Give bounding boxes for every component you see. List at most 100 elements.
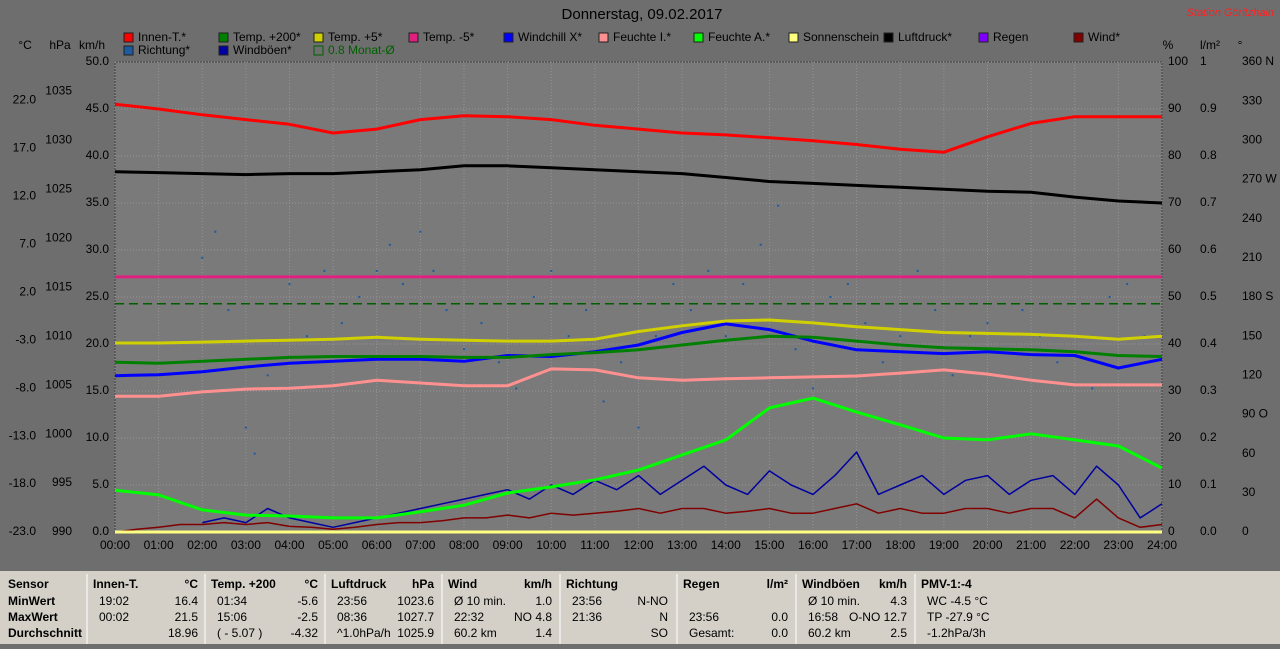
row-label: MaxWert <box>8 610 58 624</box>
cell-text: NO 4.8 <box>514 610 552 624</box>
station-name: Station Göritzhain <box>1187 7 1274 19</box>
y-tick-label: 90 O <box>1242 407 1268 421</box>
y-tick-label: -18.0 <box>9 476 37 490</box>
cell-text: km/h <box>879 577 907 591</box>
cell-text: 0.0 <box>771 626 788 640</box>
cell-text: 23:56 <box>689 610 719 624</box>
axis-unit-label: °C <box>18 38 32 52</box>
y-tick-label: 10 <box>1168 477 1182 491</box>
cell-text: 1027.7 <box>397 610 434 624</box>
y-tick-label: 30.0 <box>86 242 110 256</box>
cell-text: 60.2 km <box>808 626 851 640</box>
direction-dot <box>244 426 247 429</box>
y-tick-label: 990 <box>52 524 72 538</box>
x-tick-label: 05:00 <box>318 538 348 552</box>
y-tick-label: 70 <box>1168 195 1182 209</box>
x-tick-label: 09:00 <box>493 538 523 552</box>
cell-text: 18.96 <box>168 626 198 640</box>
x-tick-label: 10:00 <box>536 538 566 552</box>
x-tick-label: 20:00 <box>972 538 1002 552</box>
y-tick-label: 0.7 <box>1200 195 1217 209</box>
y-tick-label: 40 <box>1168 336 1182 350</box>
direction-dot <box>620 361 623 364</box>
direction-dot <box>672 282 675 285</box>
direction-dot <box>214 230 217 233</box>
y-tick-label: 1025 <box>45 181 72 195</box>
series-line <box>115 367 1162 398</box>
direction-dot <box>497 361 500 364</box>
y-tick-label: 10.0 <box>86 430 110 444</box>
cell-text: 15:06 <box>217 610 247 624</box>
x-tick-label: 22:00 <box>1060 538 1090 552</box>
x-tick-label: 13:00 <box>667 538 697 552</box>
direction-dot <box>777 204 780 207</box>
cell-text: 01:34 <box>217 594 247 608</box>
cell-text: °C <box>185 577 199 591</box>
series-line <box>114 334 1163 365</box>
y-tick-label: 7.0 <box>19 236 36 250</box>
legend-swatch <box>503 32 514 43</box>
direction-dot <box>1021 309 1024 312</box>
direction-dot <box>759 243 762 246</box>
legend-label: Windböen* <box>233 43 292 57</box>
x-tick-label: 07:00 <box>405 538 435 552</box>
cell-text: PMV-1:-4 <box>921 577 972 591</box>
y-tick-label: 120 <box>1242 368 1262 382</box>
y-tick-label: 1005 <box>45 377 72 391</box>
legend-label: Richtung* <box>138 43 190 57</box>
direction-dot <box>812 387 814 390</box>
y-tick-label: 0.4 <box>1200 336 1217 350</box>
legend-label: 0.8 Monat-Ø <box>328 43 395 57</box>
series-line <box>114 322 1163 378</box>
x-tick-label: 19:00 <box>929 538 959 552</box>
y-tick-label: 60 <box>1168 242 1182 256</box>
x-tick-label: 01:00 <box>144 538 174 552</box>
cell-text: 16:58 <box>808 610 838 624</box>
direction-dot <box>934 309 937 312</box>
y-tick-label: 150 <box>1242 328 1262 342</box>
direction-dot <box>689 309 692 312</box>
y-tick-label: 0 <box>1168 524 1175 538</box>
cell-text: Wind <box>448 577 477 591</box>
direction-dot <box>432 269 435 272</box>
cell-text: Temp. +200 <box>211 577 276 591</box>
legend-swatch <box>408 32 419 43</box>
y-tick-label: 2.0 <box>19 284 36 298</box>
direction-dot <box>846 282 849 285</box>
direction-dot <box>829 296 832 298</box>
cell-text: 1025.9 <box>397 626 434 640</box>
cell-text: SO <box>651 626 668 640</box>
direction-dot <box>742 282 745 285</box>
cell-text: -2.5 <box>297 610 318 624</box>
legend-label: Wind* <box>1088 30 1120 44</box>
cell-text: Ø 10 min. <box>808 594 860 608</box>
x-tick-label: 16:00 <box>798 538 828 552</box>
direction-dot <box>201 256 204 259</box>
y-tick-label: 0.1 <box>1200 477 1217 491</box>
row-label: Sensor <box>8 577 49 591</box>
y-tick-label: 0.2 <box>1200 430 1217 444</box>
y-tick-label: 0.6 <box>1200 242 1217 256</box>
y-tick-label: 240 <box>1242 211 1262 225</box>
y-tick-label: 1030 <box>45 133 72 147</box>
cell-text: 22:32 <box>454 610 484 624</box>
y-tick-label: 270 W <box>1242 172 1277 186</box>
y-tick-label: 1020 <box>45 230 72 244</box>
direction-dot <box>951 374 954 377</box>
direction-dot <box>305 335 308 338</box>
y-tick-label: 30 <box>1242 485 1256 499</box>
legend-label: Feuchte A.* <box>708 30 770 44</box>
y-tick-label: -13.0 <box>9 428 37 442</box>
cell-text: -4.32 <box>291 626 319 640</box>
row-label: MinWert <box>8 594 55 608</box>
x-tick-label: 12:00 <box>623 538 653 552</box>
series-line <box>114 498 1163 533</box>
series-line <box>114 102 1162 154</box>
cell-text: Luftdruck <box>331 577 387 591</box>
x-tick-label: 08:00 <box>449 538 479 552</box>
cell-text: 00:02 <box>99 610 129 624</box>
y-tick-label: 25.0 <box>86 289 110 303</box>
cell-text: km/h <box>524 577 552 591</box>
direction-dot <box>637 426 640 429</box>
